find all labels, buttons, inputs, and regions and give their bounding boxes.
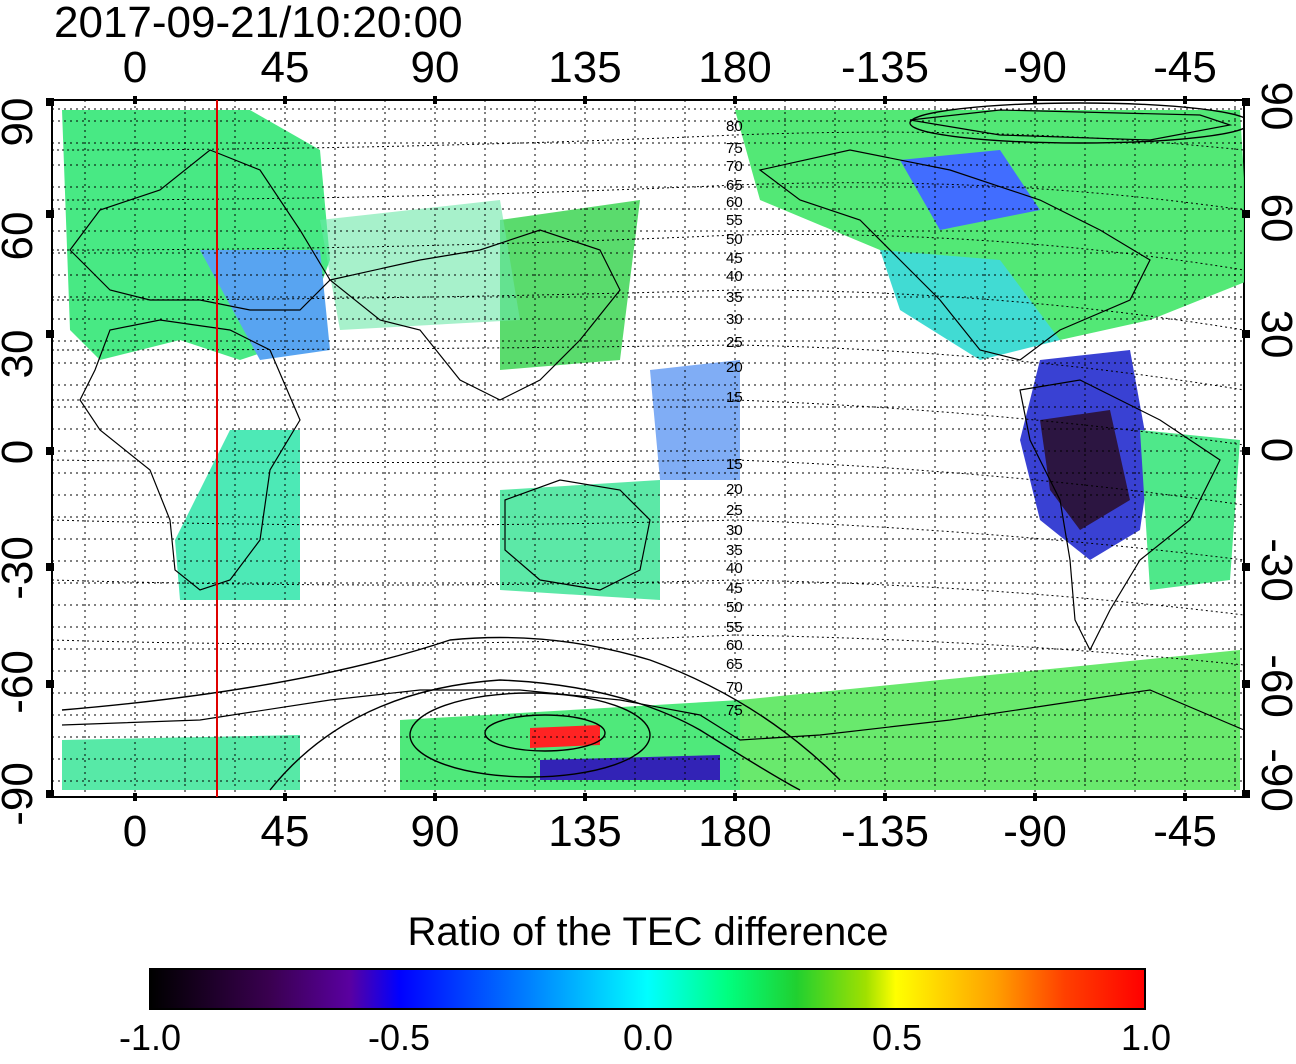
x-tick-bottom: 45 [260, 807, 310, 856]
contour-label: 60 [726, 637, 743, 654]
x-tick-top: 135 [548, 43, 622, 92]
colorbar [149, 968, 1146, 1010]
x-tick-top: 0 [122, 43, 148, 92]
contour-label: 25 [726, 334, 743, 351]
contour-label: 15 [726, 389, 743, 406]
magnetic-contours [61, 102, 1244, 791]
y-tick-left: -60 [0, 650, 42, 714]
colorbar-tick: 0.0 [622, 1017, 674, 1058]
contour-label: 75 [726, 140, 743, 157]
contour-label: 25 [726, 502, 743, 519]
x-tick-bottom: -90 [1003, 807, 1067, 856]
x-tick-bottom: 180 [698, 807, 772, 856]
magnetic-latitude-lines [52, 131, 1244, 666]
coastlines [61, 109, 1244, 741]
contour-label: 30 [726, 522, 743, 539]
x-tick-bottom: -45 [1153, 807, 1217, 856]
x-tick-top: -45 [1153, 43, 1217, 92]
contour-label: 30 [726, 311, 743, 328]
lon-grid [84, 100, 1236, 797]
colorbar-tick: -1.0 [118, 1017, 182, 1058]
contour-label: 55 [726, 619, 743, 636]
y-tick-left: -30 [0, 536, 42, 600]
x-tick-top: 45 [260, 43, 310, 92]
colorbar-tick: -0.5 [367, 1017, 431, 1058]
x-tick-top: -90 [1003, 43, 1067, 92]
contour-label: 20 [726, 481, 743, 498]
y-tick-right: 0 [1252, 410, 1296, 490]
contour-label: 45 [726, 580, 743, 597]
x-tick-bottom: 90 [410, 807, 460, 856]
x-tick-top: 180 [698, 43, 772, 92]
contour-label: 20 [726, 359, 743, 376]
contour-label: 65 [726, 656, 743, 673]
y-tick-right: 60 [1252, 193, 1296, 243]
colorbar-title: Ratio of the TEC difference [407, 910, 889, 954]
timestamp-title: 2017-09-21/10:20:00 [54, 0, 463, 47]
y-tick-left: 90 [0, 97, 42, 147]
contour-label: 50 [726, 599, 743, 616]
colorbar-tick: 1.0 [1120, 1017, 1172, 1058]
x-tick-bottom: 135 [548, 807, 622, 856]
contour-label: 65 [726, 177, 743, 194]
y-tick-right: -60 [1252, 654, 1296, 718]
contour-label: 50 [726, 231, 743, 248]
y-tick-left: 0 [0, 412, 42, 492]
contour-label: 70 [726, 158, 743, 175]
y-tick-left: -90 [0, 762, 42, 826]
contour-label: 40 [726, 268, 743, 285]
x-tick-bottom: 0 [122, 807, 148, 856]
y-tick-left: 60 [0, 211, 42, 261]
x-tick-top: 90 [410, 43, 460, 92]
x-tick-bottom: -135 [840, 807, 930, 856]
y-tick-left: 30 [0, 329, 42, 379]
contour-label: 45 [726, 250, 743, 267]
x-tick-top: -135 [840, 43, 930, 92]
tec-data-layer [62, 110, 1244, 790]
y-tick-right: 30 [1252, 309, 1296, 359]
contour-label: 35 [726, 289, 743, 306]
contour-label: 75 [726, 702, 743, 719]
axis-ticks [46, 96, 1250, 801]
colorbar-tick: 0.5 [871, 1017, 923, 1058]
lat-grid [52, 108, 1244, 782]
contour-label: 60 [726, 194, 743, 211]
contour-label: 80 [726, 118, 743, 135]
contour-label: 15 [726, 456, 743, 473]
contour-label: 40 [726, 560, 743, 577]
contour-label: 55 [726, 212, 743, 229]
y-tick-right: 90 [1252, 81, 1296, 131]
contour-label: 35 [726, 542, 743, 559]
contour-label: 70 [726, 679, 743, 696]
y-tick-right: -90 [1252, 748, 1296, 812]
y-tick-right: -30 [1252, 538, 1296, 602]
